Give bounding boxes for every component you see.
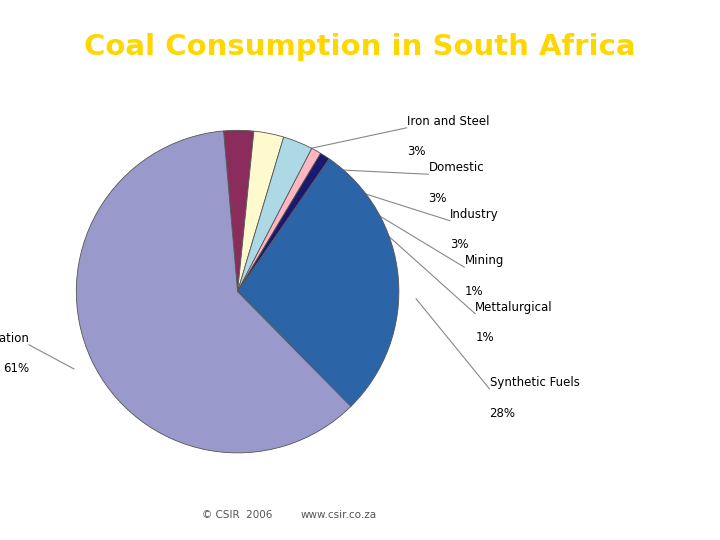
Text: Domestic: Domestic — [428, 161, 484, 174]
Text: 61%: 61% — [3, 362, 29, 375]
Text: 3%: 3% — [450, 239, 469, 252]
Wedge shape — [238, 148, 320, 292]
Text: www.csir.co.za: www.csir.co.za — [300, 510, 377, 521]
Text: Mining: Mining — [464, 254, 504, 267]
Wedge shape — [238, 137, 312, 292]
Text: 1%: 1% — [464, 285, 483, 298]
Text: 28%: 28% — [490, 407, 516, 420]
Wedge shape — [238, 153, 329, 292]
Text: Electricity Generation: Electricity Generation — [0, 332, 29, 345]
Text: © CSIR  2006: © CSIR 2006 — [202, 510, 273, 521]
Text: 3%: 3% — [428, 192, 447, 205]
Wedge shape — [238, 131, 284, 292]
Wedge shape — [76, 131, 351, 453]
Wedge shape — [238, 159, 399, 407]
Text: 3%: 3% — [407, 145, 426, 158]
Text: Synthetic Fuels: Synthetic Fuels — [490, 376, 580, 389]
Wedge shape — [223, 130, 254, 292]
Text: Mettalurgical: Mettalurgical — [475, 301, 553, 314]
Text: Iron and Steel: Iron and Steel — [407, 115, 490, 128]
Text: Coal Consumption in South Africa: Coal Consumption in South Africa — [84, 33, 636, 61]
Text: Industry: Industry — [450, 208, 499, 221]
Text: 1%: 1% — [475, 332, 494, 345]
